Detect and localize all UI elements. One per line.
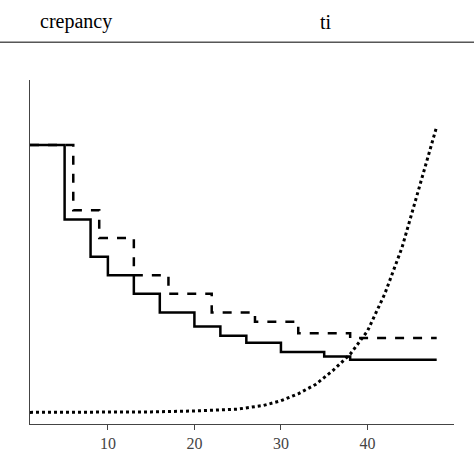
svg-text:10: 10 — [100, 435, 116, 452]
svg-text:30: 30 — [273, 435, 289, 452]
svg-text:crepancy: crepancy — [40, 10, 112, 33]
svg-text:ti: ti — [320, 11, 332, 33]
svg-text:40: 40 — [359, 435, 375, 452]
svg-text:20: 20 — [186, 435, 202, 452]
